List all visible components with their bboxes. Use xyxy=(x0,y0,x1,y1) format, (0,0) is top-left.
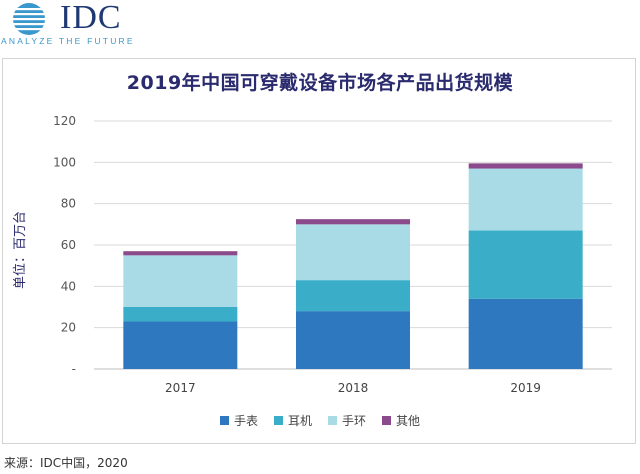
bar-segment xyxy=(296,219,410,225)
bar-segment xyxy=(123,251,238,256)
legend-swatch xyxy=(219,416,229,425)
bar-segment xyxy=(468,230,583,299)
y-tick-label: 120 xyxy=(53,114,76,128)
x-tick-label: 2017 xyxy=(165,381,196,395)
legend-item: 其他 xyxy=(382,412,420,429)
chart-legend: 手表 耳机 手环 其他 xyxy=(0,412,640,429)
y-tick-label: 20 xyxy=(61,321,76,335)
globe-logo-icon xyxy=(12,3,46,35)
idc-logo: IDC ANALYZE THE FUTURE xyxy=(0,0,160,48)
legend-label: 手表 xyxy=(233,414,258,428)
y-tick-label: 40 xyxy=(61,279,76,293)
y-tick-label: 60 xyxy=(61,238,76,252)
logo-tagline: ANALYZE THE FUTURE xyxy=(1,36,135,46)
legend-swatch xyxy=(273,416,283,425)
bar-segment xyxy=(468,168,583,231)
legend-swatch xyxy=(328,416,337,425)
y-tick-label: 100 xyxy=(53,155,76,169)
bar-segment xyxy=(123,321,238,369)
legend-item: 手环 xyxy=(328,412,366,429)
y-tick-label: 80 xyxy=(61,197,76,211)
y-tick-label: - xyxy=(72,362,76,376)
bar-segment xyxy=(468,298,583,369)
legend-item: 耳机 xyxy=(273,412,312,429)
x-tick-label: 2019 xyxy=(510,381,541,395)
bar-segment xyxy=(123,307,238,322)
bar-segment xyxy=(296,224,410,281)
legend-item: 手表 xyxy=(219,412,258,429)
bar-segment xyxy=(468,163,583,169)
legend-label: 耳机 xyxy=(287,414,312,428)
legend-label: 手环 xyxy=(342,414,367,428)
bar-segment xyxy=(123,255,238,307)
bar-segment xyxy=(296,311,410,369)
legend-swatch xyxy=(382,416,392,425)
logo-wordmark: IDC xyxy=(60,0,122,36)
legend-label: 其他 xyxy=(396,414,421,428)
x-tick-label: 2018 xyxy=(338,381,369,395)
source-note: 来源：IDC中国，2020 xyxy=(4,456,128,470)
bar-segment xyxy=(296,280,410,312)
chart-title: 2019年中国可穿戴设备市场各产品出货规模 xyxy=(126,72,514,94)
